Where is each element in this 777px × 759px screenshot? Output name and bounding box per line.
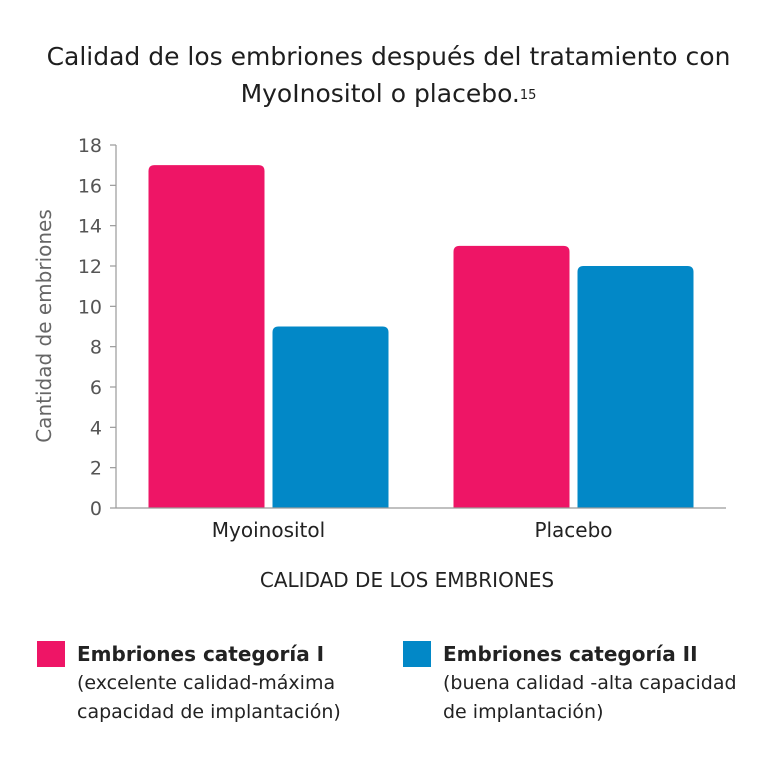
bar-chart: 0 2 4 6 8 10 12 14 16 18 Myoinositol Placebo Canti… (32, 135, 726, 592)
legend-label-category-2: Embriones categoría II (443, 642, 698, 666)
y-tick-label: 4 (90, 417, 102, 439)
y-axis: 0 2 4 6 8 10 12 14 16 18 (78, 135, 117, 520)
y-tick-label: 18 (78, 135, 102, 157)
x-axis-title: CALIDAD DE LOS EMBRIONES (260, 568, 554, 592)
bar-myoinositol-series-1 (148, 165, 265, 508)
legend-swatch-category-2 (403, 641, 431, 667)
legend-label-category-1: Embriones categoría I (77, 642, 325, 666)
x-axis: Myoinositol Placebo (116, 507, 726, 542)
y-axis-title: Cantidad de embriones (32, 209, 56, 443)
legend-description-category-2: (buena calidad -alta capacidad de implan… (443, 672, 737, 723)
bar-placebo-series-1 (453, 245, 570, 509)
y-tick-label: 2 (90, 458, 102, 480)
y-tick-label: 8 (90, 337, 102, 359)
chart-title: Calidad de los embriones después del tra… (0, 38, 777, 112)
y-tick-label: 14 (78, 216, 102, 238)
y-tick-label: 0 (90, 498, 102, 520)
legend-description-category-1: (excelente calidad-máxima capacidad de i… (77, 672, 341, 723)
y-tick-label: 16 (78, 175, 102, 197)
x-category-label: Placebo (534, 518, 612, 542)
bar-myoinositol-series-2 (272, 326, 389, 508)
legend-swatch-category-1 (37, 641, 65, 667)
legend-item-category-1: Embriones categoría I (excelente calidad… (37, 640, 397, 727)
y-tick-label: 10 (78, 296, 102, 318)
bars (148, 165, 694, 509)
y-tick-label: 12 (78, 256, 102, 278)
y-tick-label: 6 (90, 377, 102, 399)
bar-placebo-series-2 (577, 266, 694, 508)
x-category-label: Myoinositol (212, 518, 325, 542)
chart-title-text: Calidad de los embriones después del tra… (46, 42, 731, 108)
title-reference: 15 (519, 88, 537, 103)
legend-item-category-2: Embriones categoría II (buena calidad -a… (403, 640, 763, 727)
